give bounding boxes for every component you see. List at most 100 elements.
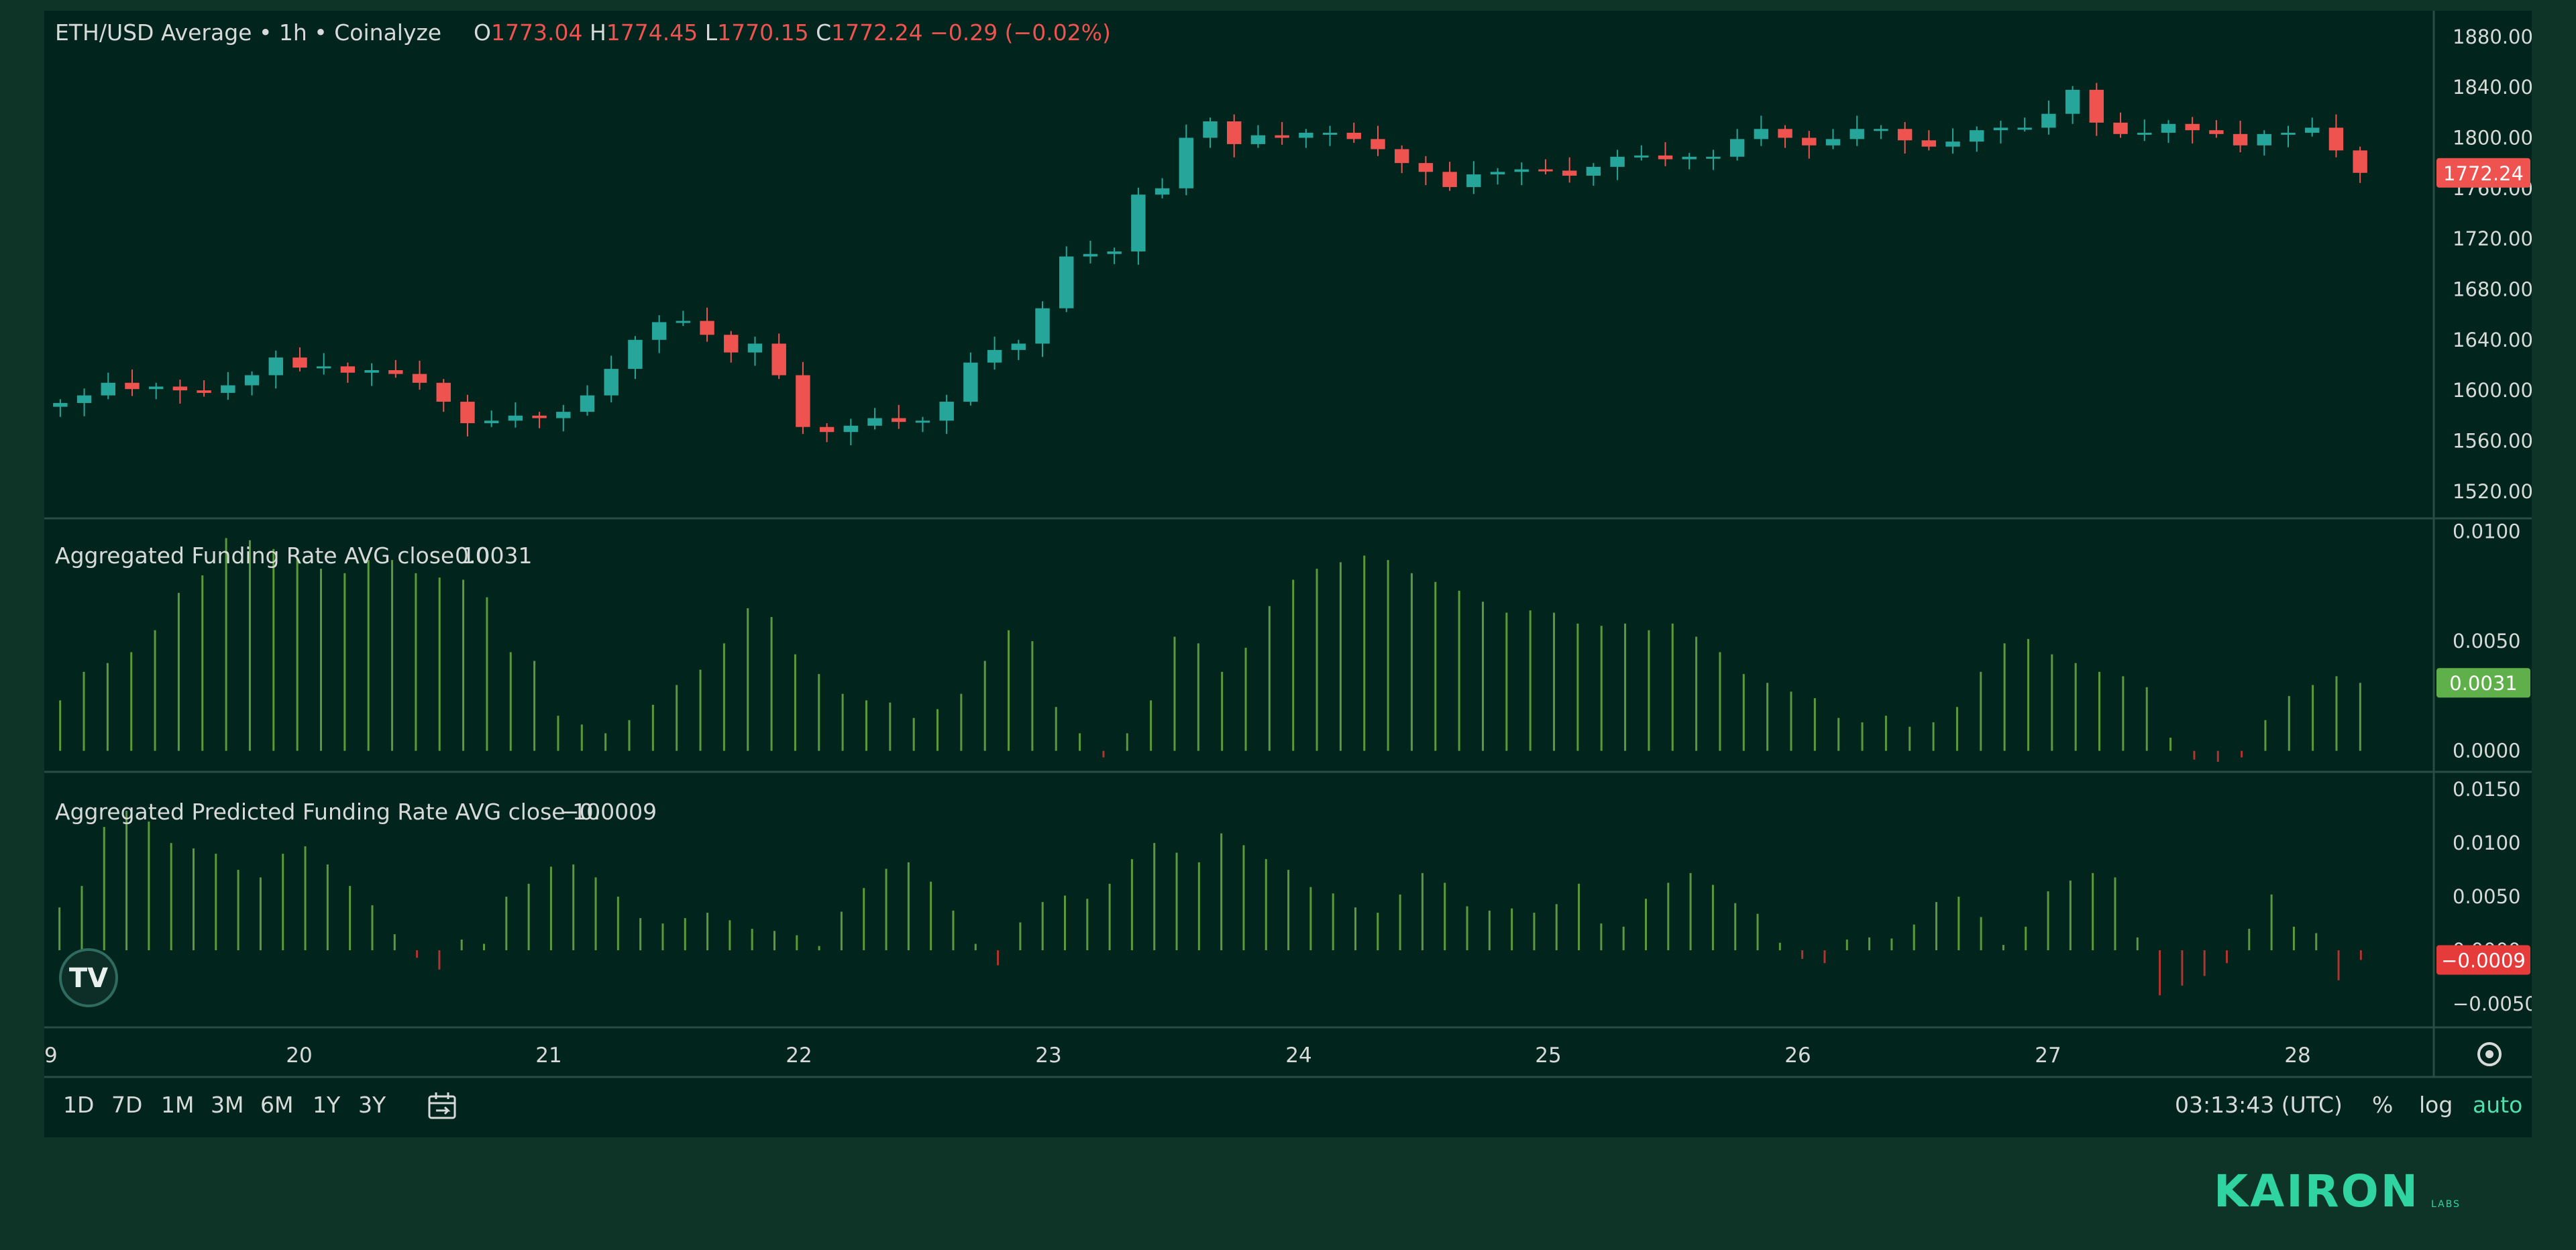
candle-body [1107, 251, 1122, 254]
candle-body [101, 382, 115, 396]
candle-body [1131, 194, 1146, 251]
candle-body [1897, 129, 1913, 141]
candle-body [915, 420, 930, 423]
candle-body [197, 390, 211, 393]
x-tick-label: 27 [2035, 1043, 2061, 1068]
candle-body [1729, 139, 1745, 157]
y-tick-label: 1680.00 [2453, 278, 2532, 300]
candle-body [125, 382, 140, 390]
x-tick-label: 24 [1285, 1043, 1311, 1068]
candle-body [939, 402, 954, 421]
last-value-badges: 1772.24 0.0031 −0.0009 [2436, 158, 2530, 975]
candle-body [53, 402, 68, 407]
candle-body [556, 412, 571, 418]
candle-body [1970, 130, 1984, 142]
candle-body [1250, 135, 1266, 144]
chart-container[interactable]: 1880.00 1840.00 1800.00 1760.00 1720.00 1680.… [44, 11, 2532, 1137]
candle-body [2209, 130, 2224, 134]
candle-body [1442, 172, 1457, 187]
candle-body [1538, 169, 1553, 172]
candle-body [580, 395, 595, 412]
candle-body [1203, 121, 1218, 138]
candle-body [1179, 137, 1194, 188]
funding-rate-pane[interactable] [59, 538, 2361, 762]
last-value-badge-text: 0.0031 [2449, 672, 2517, 695]
candle-body [1562, 170, 1577, 176]
ohlc-key: C [816, 19, 831, 46]
candle-body [2353, 150, 2367, 173]
candle-body [148, 386, 164, 390]
candle-body [1993, 127, 2008, 131]
candle-body [388, 370, 403, 374]
predicted-funding-pane[interactable] [58, 811, 2362, 996]
candle-body [2281, 132, 2296, 135]
timeframe-button[interactable]: 3M [211, 1092, 244, 1118]
y-tick-label: 0.0100 [2453, 520, 2520, 543]
candle-body [1825, 139, 1841, 146]
kairon-logo: KAIRON [2214, 1166, 2420, 1217]
y-tick-label: 1520.00 [2453, 480, 2532, 503]
timeframe-button[interactable]: 1Y [313, 1092, 341, 1118]
y-tick-label: −0.0050 [2453, 992, 2532, 1015]
candle-body [1514, 169, 1529, 172]
candle-body [1346, 132, 1361, 139]
candle-body [340, 366, 356, 373]
candle-body [2137, 132, 2152, 135]
candle-body [460, 402, 475, 424]
candle-body [2065, 89, 2080, 114]
candle-body [1610, 156, 1625, 167]
percent-scale-toggle[interactable]: % [2372, 1092, 2394, 1118]
candle-body [76, 395, 92, 403]
auto-scale-toggle[interactable]: auto [2473, 1092, 2523, 1118]
candle-body [2233, 133, 2248, 146]
chart-canvas[interactable]: 1880.001840.001800.001760.001720.001680.… [44, 11, 2532, 1137]
timeframe-button[interactable]: 1D [63, 1092, 95, 1118]
candle-body [436, 382, 451, 402]
candle-body [771, 343, 786, 376]
candle-body [2185, 123, 2200, 131]
candle-body [1634, 155, 1649, 158]
candle-body [1921, 140, 1937, 147]
gear-icon[interactable] [2477, 1042, 2502, 1066]
symbol-title: ETH/USD Average • 1h • Coinalyze [55, 19, 441, 46]
ohlc-value: 1772.24 [831, 19, 930, 46]
y-tick-label: 0.0000 [2453, 740, 2520, 762]
x-tick-label: 23 [1035, 1043, 1061, 1068]
price-pane[interactable] [53, 82, 2367, 446]
tradingview-logo-icon[interactable]: TV [59, 948, 118, 1007]
ohlc-value: 1774.45 [606, 19, 705, 46]
timeframe-button[interactable]: 6M [260, 1092, 294, 1118]
timeframe-button[interactable]: 3Y [358, 1092, 386, 1118]
ohlc-key: H [590, 19, 606, 46]
candle-body [1754, 129, 1769, 139]
x-tick-label: 25 [1535, 1043, 1561, 1068]
log-scale-toggle[interactable]: log [2419, 1092, 2453, 1118]
candle-body [364, 370, 379, 373]
time-scale[interactable]: 19 20 21 22 23 24 25 26 27 28 [44, 1043, 2311, 1068]
candle-body [1658, 155, 1673, 160]
candle-body [1035, 308, 1050, 344]
y-tick-label: 1880.00 [2453, 25, 2532, 48]
y-tick-label: 0.0150 [2453, 778, 2520, 801]
timeframe-button[interactable]: 1M [161, 1092, 195, 1118]
candle-body [747, 343, 763, 353]
last-value-badge [2436, 668, 2530, 698]
ohlc-change: −0.29 (−0.02%) [930, 19, 1111, 46]
candle-body [628, 339, 643, 370]
candle-body [1466, 174, 1481, 187]
candle-body [532, 415, 547, 418]
timeframe-button[interactable]: 7D [111, 1092, 143, 1118]
ohlc-value: 1773.04 [491, 19, 590, 46]
kairon-logo-sub: LABS [2431, 1199, 2461, 1210]
x-tick-label: 22 [786, 1043, 812, 1068]
candle-body [843, 425, 859, 433]
utc-clock[interactable]: 03:13:43 (UTC) [2175, 1092, 2343, 1118]
candle-body [2305, 127, 2320, 133]
candle-body [1322, 132, 1338, 135]
y-tick-label: 0.0100 [2453, 832, 2520, 854]
candle-body [1083, 253, 1098, 257]
x-tick-label: 19 [44, 1043, 58, 1068]
y-tick-label: 0.0050 [2453, 630, 2520, 652]
calendar-icon[interactable] [427, 1090, 458, 1121]
y-tick-label: 1840.00 [2453, 76, 2532, 99]
